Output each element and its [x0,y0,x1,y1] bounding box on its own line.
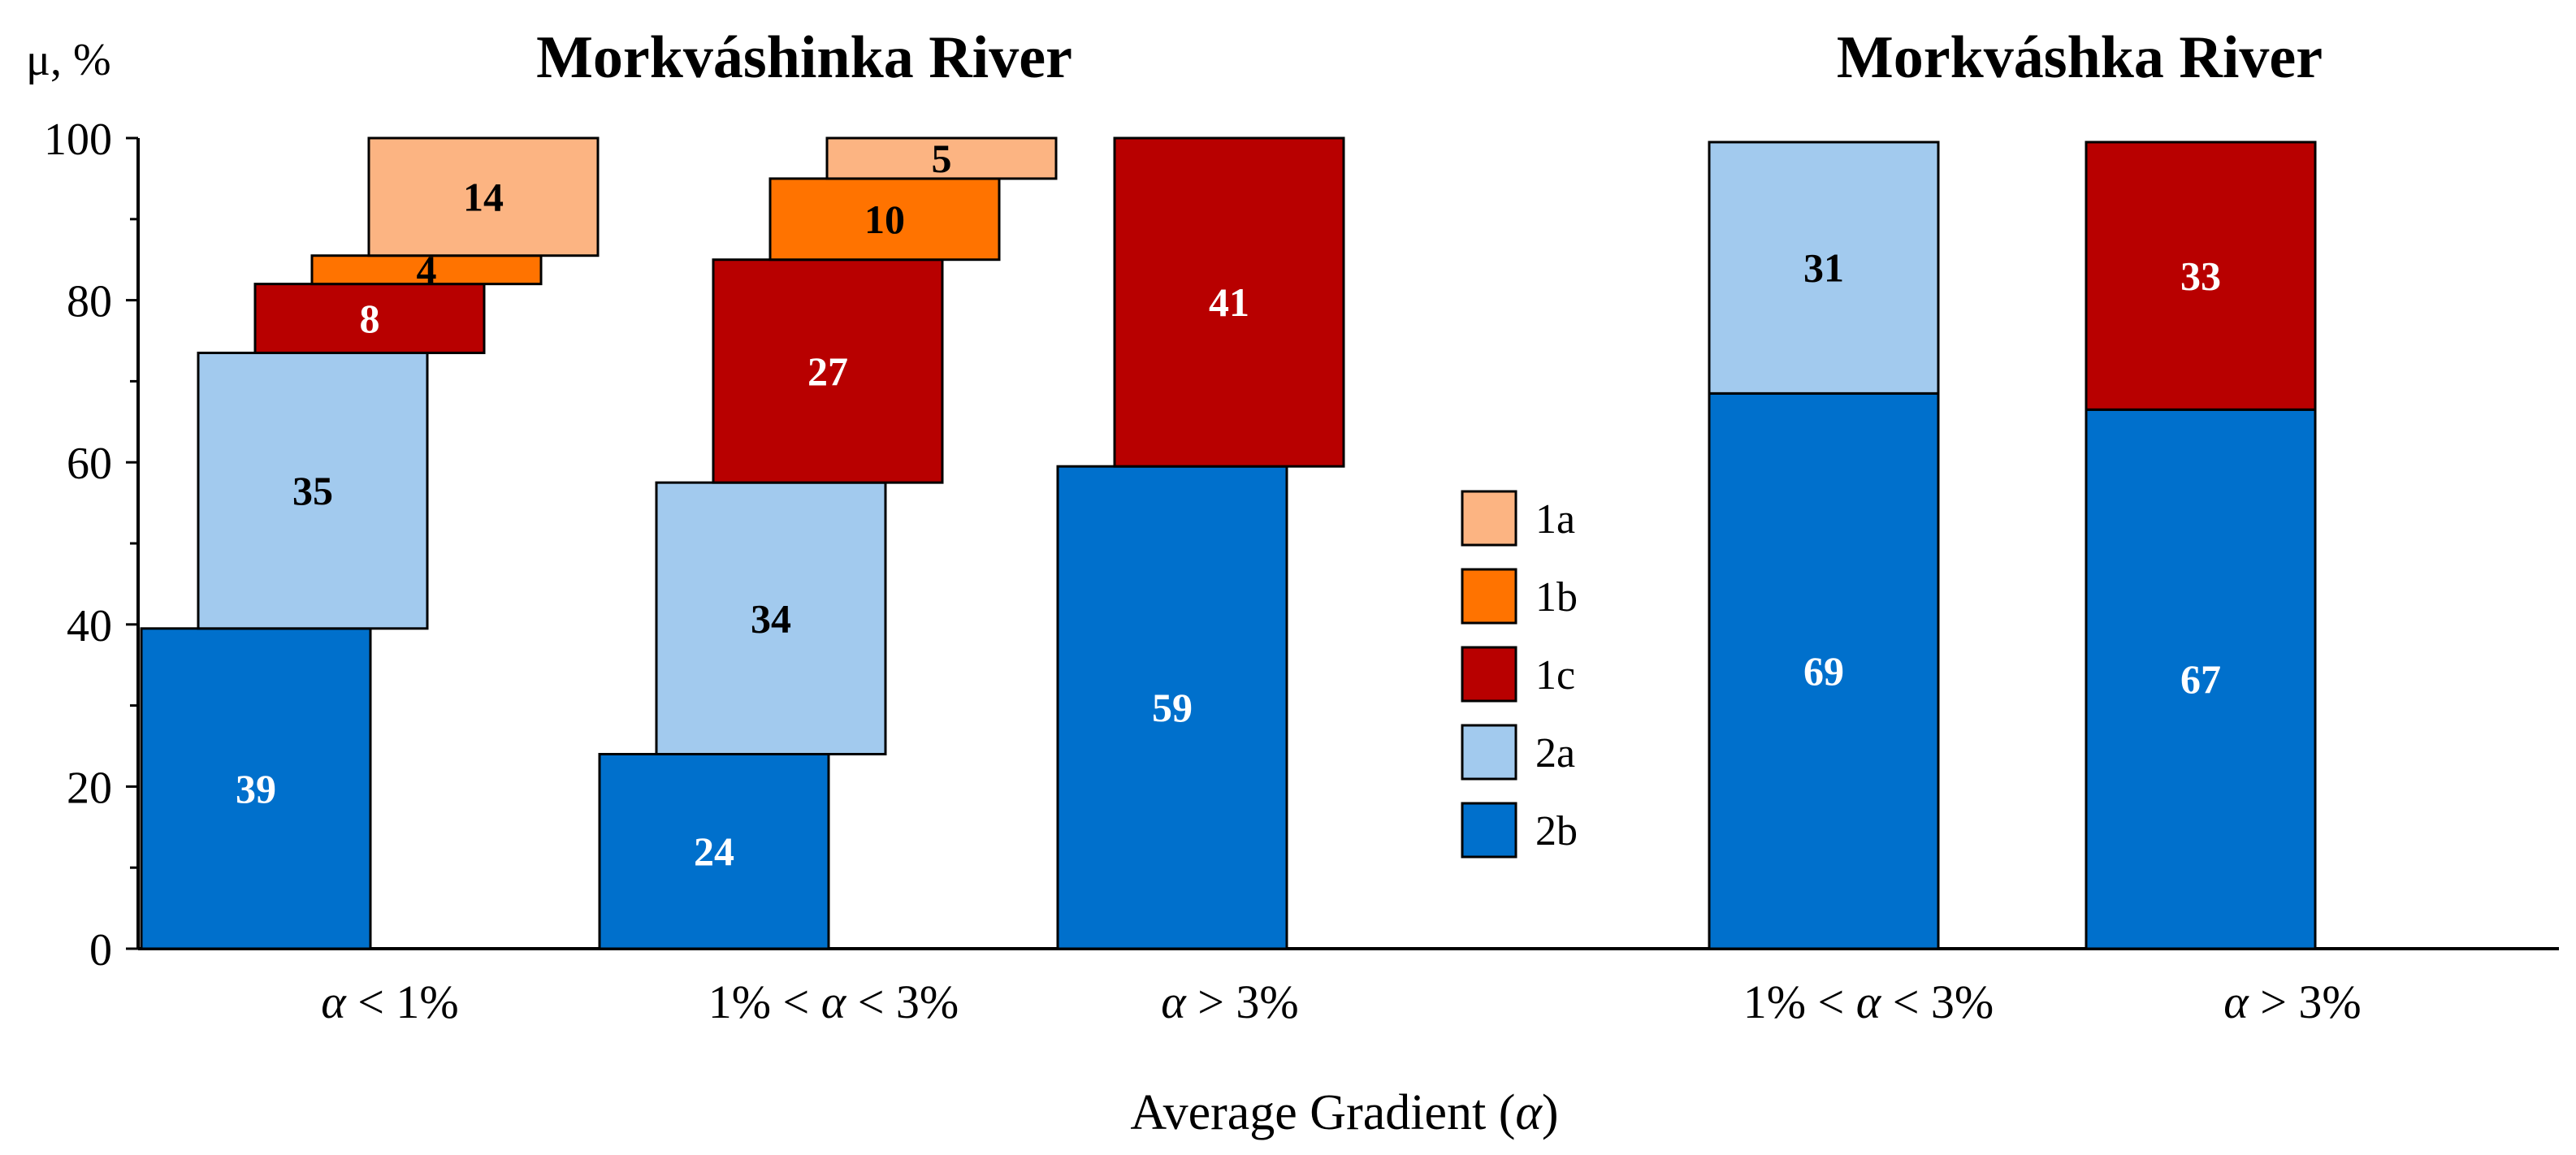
bar-value-label-2b: 24 [694,828,734,874]
chart-titles: Morkváshinka River Morkváshka River [536,24,2323,91]
x-category-symbol: α [2223,975,2249,1028]
group-title-2: Morkváshka River [1837,24,2323,91]
legend-label-1c: 1c [1535,652,1575,699]
bar-segment-1c [2085,141,2317,411]
y-tick-label-0: 0 [89,925,112,975]
x-axis-title: Average Gradient (α) [1130,1085,1558,1140]
bar-value-label-2a: 34 [751,595,791,641]
y-tick-label-60: 60 [67,439,112,489]
bar-segment-2b [1708,391,1940,950]
x-category-text: > 3% [2249,975,2362,1028]
bar-segment-1a [367,136,600,257]
x-category-text: < 1% [346,975,459,1028]
legend-swatch-1a [1461,490,1517,547]
legend-swatch-2a [1461,724,1517,781]
x-axis-title-symbol: α [1515,1085,1543,1140]
x-category-symbol: α [1161,975,1187,1028]
y-tick-label-40: 40 [67,601,112,651]
x-category-text: 1% < [1743,975,1856,1028]
bar-segment-2b [140,627,372,950]
x-category-symbol: α [321,975,347,1028]
bar-value-label-1c: 33 [2180,253,2221,299]
x-axis-title-text: Average Gradient ( [1130,1085,1515,1140]
x-axis-title-close: ) [1542,1085,1559,1140]
legend-swatch-1b [1461,568,1517,625]
x-category-symbol: α [821,975,847,1028]
x-category-text: < 3% [1881,975,1994,1028]
bar-value-label-1a: 14 [463,174,504,219]
bar-value-label-1b: 10 [864,197,905,242]
bar-value-label-1c: 8 [360,296,380,341]
x-category-label: α > 3% [2223,975,2361,1028]
y-tick-label-80: 80 [67,277,112,327]
bar-segment-1c [253,283,486,354]
bar-segment-2a [197,351,429,630]
bar-segment-2b [1056,465,1288,950]
bar-segment-1a [825,136,1058,180]
bar-value-label-2b: 67 [2180,656,2221,702]
y-tick-label-100: 100 [44,115,112,165]
x-category-label: 1% < α < 3% [1743,975,1994,1028]
bar-value-label-2b: 59 [1152,685,1193,730]
x-category-label: 1% < α < 3% [708,975,959,1028]
x-category-text: < 3% [846,975,959,1028]
x-category-label: α > 3% [1161,975,1298,1028]
legend-label-1b: 1b [1535,574,1578,621]
legend-label-1a: 1a [1535,496,1575,543]
x-category-symbol: α [1856,975,1882,1028]
bar-segment-2a [655,481,887,755]
bar-segment-2b [598,752,830,950]
bar-value-label-1c: 27 [807,348,848,394]
y-axis: 0 20 40 60 80 100 [44,115,2559,975]
bar-segment-1b [310,254,543,286]
x-category-label: α < 1% [321,975,458,1028]
bar-segment-2b [2085,408,2317,950]
bar-value-label-2a: 35 [292,468,333,513]
legend-label-2b: 2b [1535,808,1578,854]
bar-value-label-2b: 39 [236,766,276,811]
x-category-text: > 3% [1186,975,1299,1028]
legend-swatch-1c [1461,646,1517,703]
bar-value-label-2b: 69 [1803,648,1844,694]
y-axis-unit-label: μ, % [26,35,111,85]
x-category-text: 1% < [708,975,821,1028]
bar-value-label-1c: 41 [1209,279,1249,325]
bar-segment-2a [1708,141,1940,395]
bar-value-label-2a: 31 [1803,245,1844,291]
bar-value-label-1a: 5 [932,136,952,181]
legend-swatch-2b [1461,802,1517,859]
bar-segment-1c [1113,136,1345,468]
legend: 1a 1b 1c 2a 2b [1461,490,1578,859]
legend-label-2a: 2a [1535,730,1575,776]
group-title-1: Morkváshinka River [536,24,1072,91]
x-category-labels: α < 1% 1% < α < 3% α > 3% 1% < α < 3% α > 3% [321,975,2361,1028]
y-tick-label-20: 20 [67,763,112,813]
